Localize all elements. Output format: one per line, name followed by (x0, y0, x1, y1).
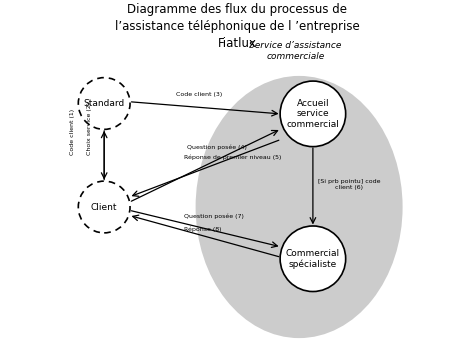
Text: Diagramme des flux du processus de
l’assistance téléphonique de l ’entreprise
Fi: Diagramme des flux du processus de l’ass… (115, 3, 359, 50)
Text: [Si prb pointu] code
client (6): [Si prb pointu] code client (6) (318, 179, 381, 190)
Circle shape (280, 81, 346, 147)
Text: Client: Client (91, 203, 118, 211)
Text: Question posée (4): Question posée (4) (187, 145, 247, 150)
Ellipse shape (196, 76, 402, 338)
Circle shape (280, 226, 346, 292)
Text: Choix service (2): Choix service (2) (87, 102, 92, 155)
Circle shape (78, 78, 130, 129)
Circle shape (78, 181, 130, 233)
Text: Réponse (8): Réponse (8) (183, 226, 221, 232)
Text: Réponse de premier niveau (5): Réponse de premier niveau (5) (183, 155, 281, 160)
Text: Code client (1): Code client (1) (70, 109, 74, 155)
Text: Code client (3): Code client (3) (176, 92, 222, 97)
Text: Commercial
spécialiste: Commercial spécialiste (286, 249, 340, 269)
Text: Question posée (7): Question posée (7) (183, 214, 244, 219)
Text: Service d’assistance
commerciale: Service d’assistance commerciale (249, 41, 342, 61)
Text: Accueil
service
commercial: Accueil service commercial (286, 99, 339, 129)
Text: Standard: Standard (83, 99, 125, 108)
